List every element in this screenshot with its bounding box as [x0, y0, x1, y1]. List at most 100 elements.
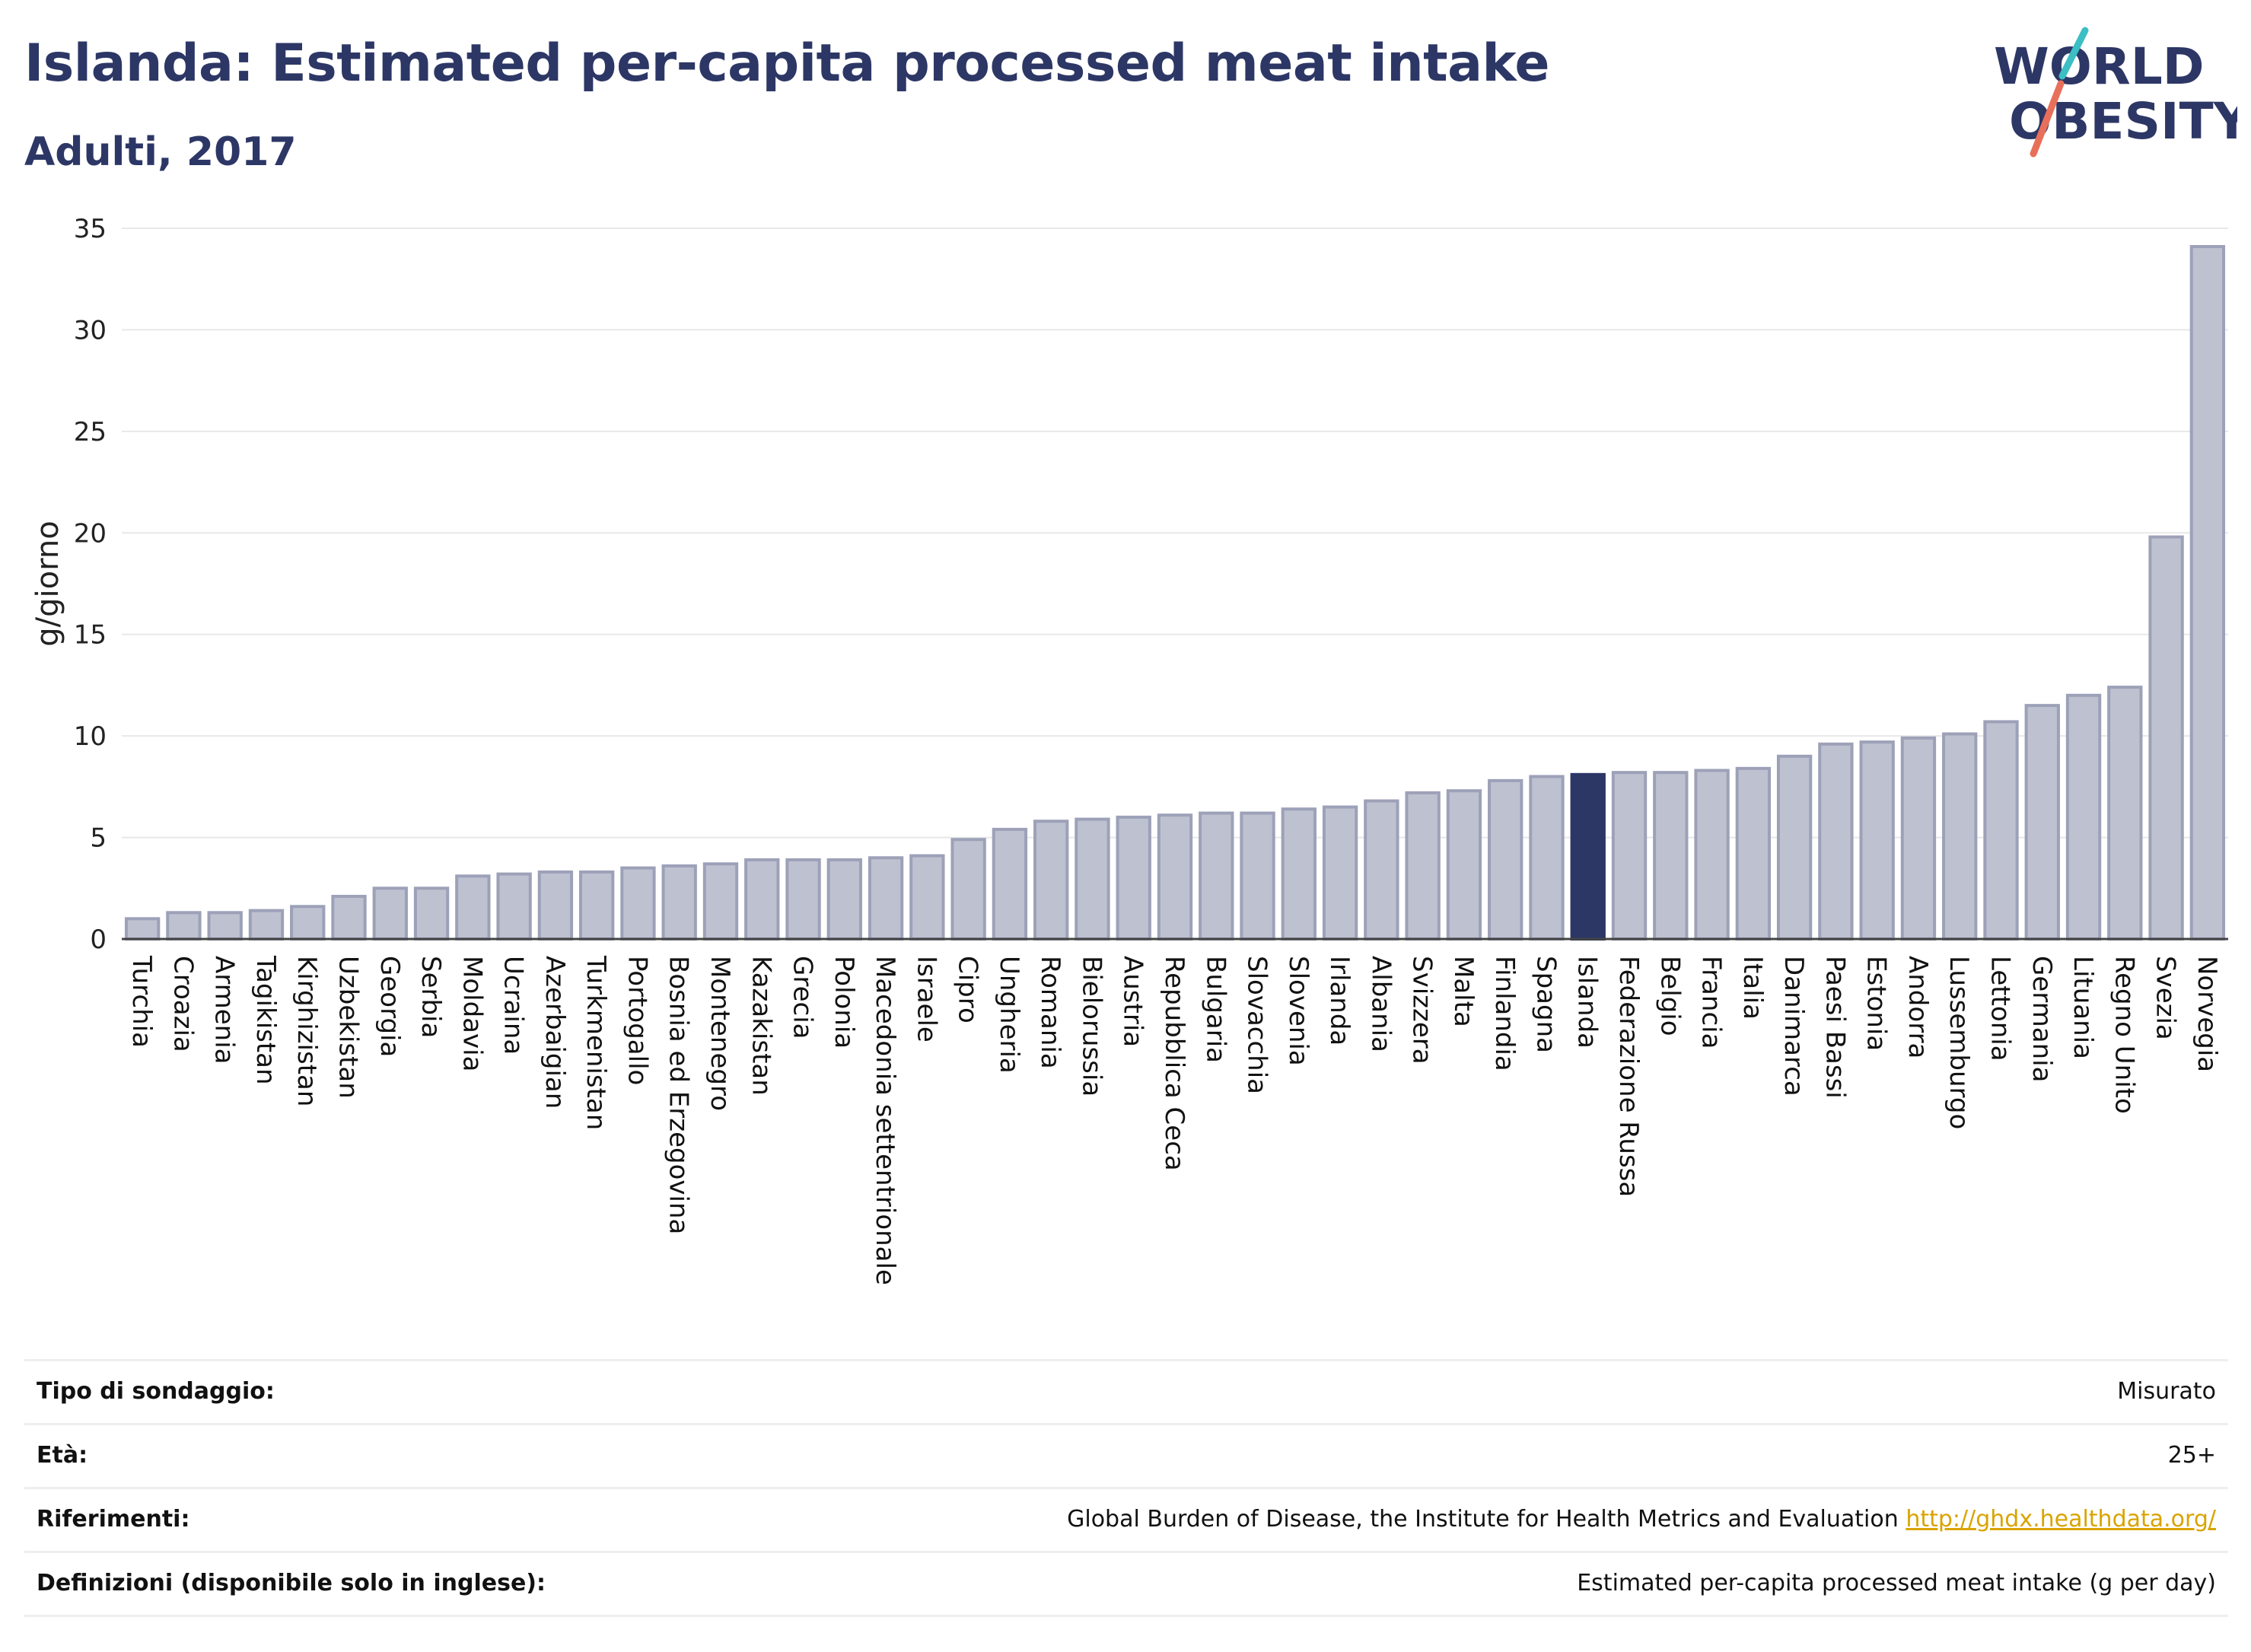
x-tick-label: Germania: [2027, 956, 2057, 1082]
x-tick-label: Bosnia ed Erzegovina: [664, 956, 694, 1234]
bar-belgio: [1653, 771, 1689, 941]
bar-svezia: [2148, 535, 2184, 941]
x-tick-label: Finlandia: [1489, 956, 1520, 1071]
bar-macedonia-settentrionale: [868, 856, 904, 941]
bar-islanda: [1570, 772, 1606, 941]
bar-repubblica-ceca: [1157, 813, 1193, 941]
y-axis-title: g/giorno: [30, 520, 65, 646]
bar-kirghizistan: [290, 905, 326, 941]
x-tick-label: Repubblica Ceca: [1159, 956, 1189, 1171]
y-tick-label: 35: [74, 214, 107, 244]
bar-croazia: [166, 911, 202, 941]
info-label: Tipo di sondaggio:: [37, 1378, 275, 1405]
bar-moldavia: [455, 874, 491, 941]
bar-italia: [1735, 766, 1772, 941]
x-tick-label: Danimarca: [1778, 956, 1809, 1097]
x-tick-label: Slovenia: [1283, 956, 1313, 1066]
x-tick-label: Lettonia: [1985, 956, 2015, 1062]
y-tick-label: 5: [90, 823, 107, 854]
x-tick-label: Italia: [1737, 956, 1768, 1020]
bar-uzbekistan: [331, 894, 367, 941]
x-tick-label: Irlanda: [1324, 956, 1355, 1046]
x-tick-label: Romania: [1035, 956, 1065, 1069]
y-tick-label: 10: [74, 721, 107, 752]
x-tick-label: Ungheria: [994, 956, 1024, 1074]
bar-israele: [909, 854, 945, 941]
bar-finlandia: [1488, 778, 1523, 941]
x-tick-label: Armenia: [209, 956, 240, 1065]
y-tick-label: 30: [74, 315, 107, 345]
x-tick-label: Lussemburgo: [1944, 956, 1974, 1129]
bar-svizzera: [1405, 791, 1441, 941]
bar-paesi-bassi: [1818, 742, 1854, 941]
x-tick-label: Spagna: [1530, 956, 1561, 1053]
x-tick-label: Moldavia: [457, 956, 487, 1071]
info-row-age: Età: 25+: [24, 1425, 2228, 1489]
x-tick-label: Regno Unito: [2109, 956, 2139, 1114]
bar-bosnia-ed-erzegovina: [661, 864, 697, 941]
x-tick-label: Ucraina: [498, 956, 529, 1055]
chart-title: Islanda: Estimated per-capita processed …: [24, 33, 1550, 94]
bar-norvegia: [2189, 245, 2226, 941]
world-obesity-logo: WORLD OBESITY: [1994, 27, 2237, 158]
x-tick-label: Cipro: [953, 956, 983, 1023]
bar-francia: [1694, 769, 1730, 941]
bar-ucraina: [496, 872, 532, 941]
x-tick-label: Lituania: [2068, 956, 2098, 1059]
info-label: Definizioni (disponibile solo in inglese…: [37, 1570, 546, 1596]
bar-slovenia: [1281, 807, 1317, 941]
x-tick-label: Georgia: [374, 956, 405, 1057]
x-tick-label: Paesi Bassi: [1820, 956, 1850, 1099]
bar-estonia: [1859, 740, 1895, 941]
x-tick-label: Serbia: [415, 956, 446, 1038]
bar-federazione-russa: [1611, 771, 1648, 941]
bar-bulgaria: [1199, 811, 1234, 941]
x-tick-label: Grecia: [788, 956, 818, 1039]
bar-germania: [2024, 704, 2060, 941]
bar-cipro: [950, 838, 986, 941]
bar-malta: [1446, 789, 1482, 941]
bar-grecia: [785, 858, 821, 941]
x-tick-label: Azerbaigian: [540, 956, 570, 1109]
references-link[interactable]: http://ghdx.healthdata.org/: [1906, 1506, 2216, 1533]
bar-lituania: [2065, 693, 2102, 941]
info-row-references: Riferimenti: Global Burden of Disease, t…: [24, 1489, 2228, 1553]
bar-chart: 0 5 10 15 20 25 30 35 g/giorno Turchia Croazia Arme…: [30, 214, 2228, 1285]
bar-regno-unito: [2107, 686, 2143, 941]
x-tick-label: Portogallo: [622, 956, 652, 1085]
x-tick-label: Islanda: [1572, 956, 1603, 1049]
bar-bielorussia: [1075, 817, 1110, 941]
bar-georgia: [372, 886, 408, 941]
x-tick-label: Austria: [1118, 956, 1148, 1047]
bar-kazakistan: [744, 858, 780, 941]
bar-ungheria: [992, 827, 1028, 941]
logo-text-world: WORLD: [1994, 37, 2205, 96]
bar-azerbaigian: [537, 870, 574, 941]
bar-lettonia: [1983, 720, 2019, 941]
x-tick-label: Federazione Russa: [1613, 956, 1644, 1197]
x-tick-label: Montenegro: [705, 956, 735, 1111]
x-tick-label: Andorra: [1902, 956, 1933, 1058]
bar-polonia: [826, 858, 862, 941]
x-tick-label: Turkmenistan: [581, 955, 611, 1130]
info-value-references: Global Burden of Disease, the Institute …: [1067, 1506, 2216, 1533]
info-value: Misurato: [2117, 1378, 2216, 1405]
info-label: Riferimenti:: [37, 1506, 190, 1533]
x-tick-label: Svezia: [2151, 956, 2181, 1040]
x-tick-label: Bielorussia: [1076, 956, 1106, 1097]
x-tick-label: Estonia: [1861, 956, 1892, 1051]
x-tick-label: Malta: [1448, 956, 1479, 1027]
x-tick-label: Tagikistan: [250, 955, 281, 1085]
bar-armenia: [207, 911, 243, 941]
x-tick-label: Polonia: [829, 956, 859, 1049]
bar-portogallo: [620, 866, 656, 941]
references-text: Global Burden of Disease, the Institute …: [1067, 1506, 1899, 1533]
x-tick-label: Kirghizistan: [291, 956, 322, 1106]
x-tick-label: Bulgaria: [1200, 956, 1231, 1063]
x-tick-label: Turchia: [126, 955, 157, 1048]
chart-subtitle: Adulti, 2017: [24, 129, 297, 175]
bar-turkmenistan: [578, 870, 615, 941]
info-table: Tipo di sondaggio: Misurato Età: 25+ Rif…: [24, 1359, 2228, 1617]
info-row-survey-type: Tipo di sondaggio: Misurato: [24, 1361, 2228, 1425]
x-tick-label: Francia: [1696, 956, 1727, 1049]
